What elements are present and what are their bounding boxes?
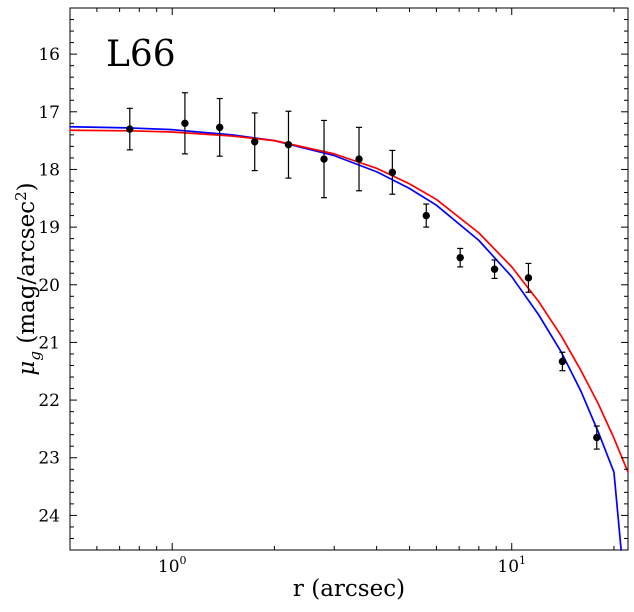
data-point-group	[251, 112, 259, 172]
data-point-group	[388, 149, 397, 195]
data-point-group	[422, 203, 430, 228]
data-point	[251, 138, 259, 146]
blue-fit-curve	[69, 125, 622, 551]
data-point	[126, 125, 134, 133]
data-point-group	[593, 425, 601, 450]
data-point	[490, 265, 499, 273]
panel-label: L66	[106, 34, 176, 75]
y-tick-label: 20	[38, 276, 60, 296]
data-point-group	[456, 247, 464, 268]
x-tick-label: 101	[497, 554, 526, 577]
red-fit-curve	[69, 129, 629, 474]
data-point	[216, 123, 224, 132]
data-point-group	[524, 262, 533, 293]
data-point	[558, 357, 567, 366]
data-point-group	[216, 97, 224, 157]
data-point-group	[284, 110, 293, 179]
y-tick-label: 22	[38, 391, 60, 411]
data-point	[388, 168, 397, 177]
data-points	[126, 92, 601, 450]
data-point	[422, 211, 430, 220]
x-tick-label-base: 10	[497, 557, 519, 577]
y-tick-label: 18	[38, 160, 60, 180]
y-tick-label: 21	[38, 333, 60, 353]
y-tick-label: 23	[38, 449, 60, 469]
data-point-group	[355, 126, 363, 192]
data-point-group	[490, 259, 499, 280]
data-point	[320, 155, 328, 163]
x-tick-label-base: 10	[158, 557, 180, 577]
x-tick-label: 100	[158, 554, 187, 577]
data-point-group	[320, 119, 328, 199]
data-point	[284, 140, 293, 149]
data-point-group	[126, 107, 134, 151]
data-point-group	[181, 92, 189, 155]
model-curves	[69, 125, 629, 551]
y-tick-label: 19	[38, 218, 60, 238]
data-point	[355, 155, 363, 163]
y-tick-label: 16	[38, 45, 60, 65]
y-tick-label: 24	[38, 506, 60, 526]
x-tick-label-exp: 0	[180, 554, 187, 567]
y-axis-label-group: μg (mag/arcsec2)	[12, 182, 44, 375]
plot-frame	[69, 7, 629, 551]
x-axis-label: r (arcsec)	[293, 576, 405, 602]
data-point	[456, 253, 464, 262]
data-point	[593, 433, 601, 442]
axis-ticks	[69, 7, 628, 551]
y-tick-label: 17	[38, 103, 60, 123]
data-point	[524, 274, 533, 282]
y-axis-label: μg (mag/arcsec2)	[12, 182, 44, 375]
data-point-group	[558, 351, 567, 372]
x-tick-label-exp: 1	[519, 554, 526, 567]
data-point	[181, 119, 189, 128]
